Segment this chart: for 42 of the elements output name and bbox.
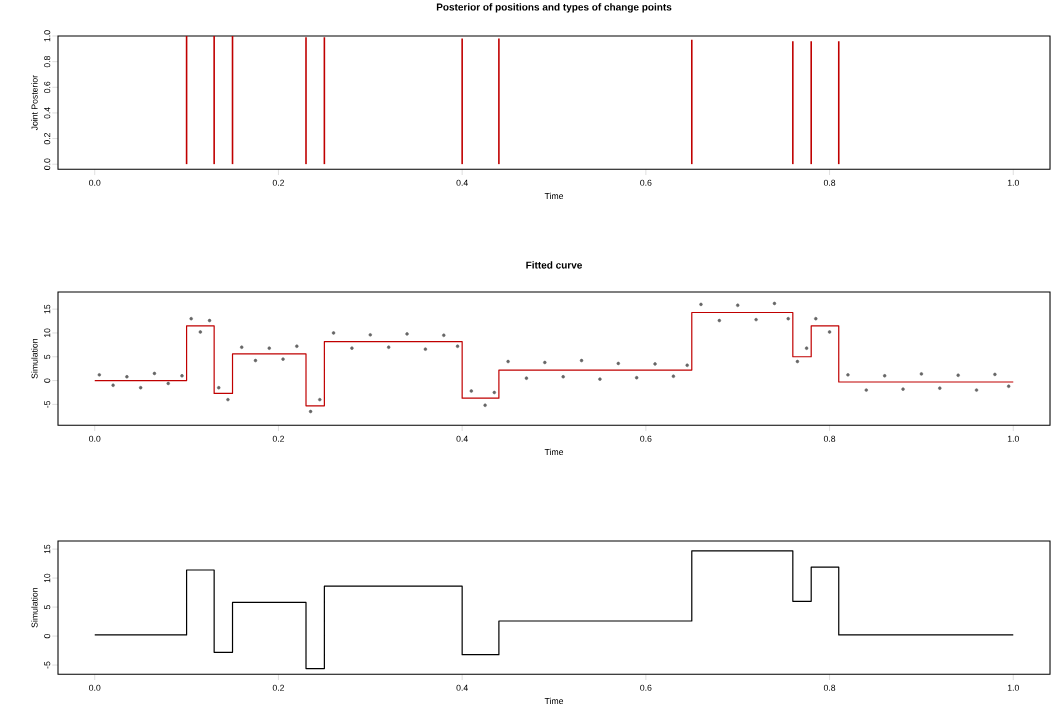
x-tick-label: 0.6: [640, 684, 652, 691]
chart-title: Fitted curve: [526, 261, 583, 269]
y-tick-label: -5: [44, 661, 51, 669]
y-tick-label: 0.2: [44, 132, 51, 145]
x-tick-label: 0.8: [823, 435, 836, 442]
y-tick-label: 0: [44, 634, 51, 639]
chart-title: Posterior of positions and types of change points: [436, 3, 672, 13]
y-tick-label: 0: [44, 378, 51, 383]
x-axis-title: Time: [544, 192, 564, 200]
x-tick-label: 0.4: [456, 684, 468, 691]
x-axis-title: Time: [544, 697, 564, 705]
y-tick-label: 0.4: [44, 107, 51, 119]
y-tick-label: 5: [44, 354, 51, 359]
y-tick-label: 0.0: [44, 158, 51, 170]
y-tick-label: 15: [44, 304, 51, 314]
x-tick-label: 0.2: [272, 684, 285, 691]
y-tick-label: 5: [44, 605, 51, 610]
x-tick-label: 0.2: [272, 435, 285, 442]
y-tick-label: 1.0: [44, 30, 51, 42]
x-tick-label: 0.0: [89, 684, 101, 691]
x-tick-label: 0.6: [640, 435, 652, 442]
x-tick-label: 0.8: [823, 179, 836, 186]
x-tick-label: 0.8: [823, 684, 836, 691]
x-tick-label: 0.6: [640, 179, 652, 186]
x-tick-label: 0.4: [456, 179, 468, 186]
y-axis-title: Simulation: [31, 588, 38, 628]
x-tick-label: 0.4: [456, 435, 468, 442]
y-tick-label: 10: [44, 573, 51, 583]
y-tick-label: 10: [44, 328, 51, 338]
x-axis-title: Time: [544, 448, 564, 456]
x-tick-label: 0.0: [89, 179, 101, 186]
y-tick-label: 0.8: [44, 56, 51, 68]
x-tick-label: 1.0: [1007, 435, 1019, 442]
x-tick-label: 1.0: [1007, 179, 1019, 186]
y-tick-label: -5: [44, 400, 51, 408]
y-axis-title: Joint Posterior: [31, 75, 38, 131]
x-tick-label: 0.2: [272, 179, 285, 186]
x-tick-label: 0.0: [89, 435, 101, 442]
y-tick-label: 15: [44, 544, 51, 554]
y-tick-label: 0.6: [44, 81, 51, 93]
x-tick-label: 1.0: [1007, 684, 1019, 691]
y-axis-title: Simulation: [31, 339, 38, 379]
